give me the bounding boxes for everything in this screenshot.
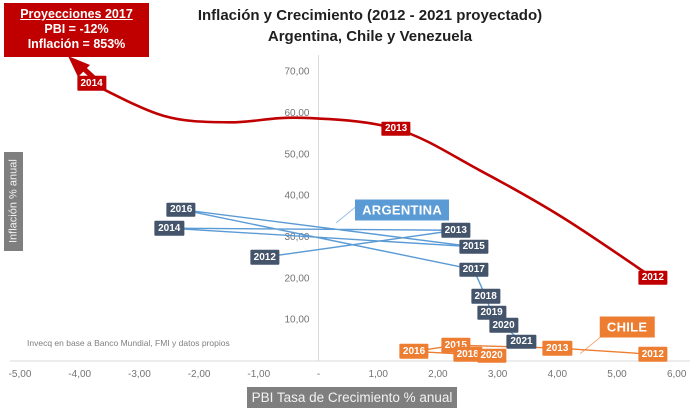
series-line-chile <box>413 344 654 357</box>
x-tick-label: 4,00 <box>548 369 568 380</box>
x-tick-label: -3,00 <box>128 369 151 380</box>
y-tick-label: 60,00 <box>284 108 309 119</box>
x-tick-label: 2,00 <box>428 369 448 380</box>
callout-leader-chile <box>579 336 602 354</box>
y-tick-label: 30,00 <box>284 232 309 243</box>
y-tick-label: 40,00 <box>284 191 309 202</box>
x-tick-label: 1,00 <box>368 369 388 380</box>
y-axis-title: Inflación % anual <box>4 152 23 251</box>
source-note: Invecq en base a Banco Mundial, FMI y da… <box>27 338 230 348</box>
projection-callout-inflacion: Inflación = 853% <box>27 37 126 51</box>
x-tick-label: 3,00 <box>488 369 508 380</box>
y-tick-label: 10,00 <box>284 315 309 326</box>
projection-callout: Proyecciones 2017 PBI = -12% Inflación =… <box>4 3 149 57</box>
x-tick-label: - <box>317 369 320 380</box>
chart-title-line2: Argentina, Chile y Venezuela <box>267 28 473 45</box>
x-tick-label: -2,00 <box>188 369 211 380</box>
y-tick-label: 20,00 <box>284 273 309 284</box>
callout-leader-argentina <box>335 203 360 224</box>
x-tick-label: 6,00 <box>667 369 687 380</box>
series-line-argentina <box>168 208 523 343</box>
projection-callout-pbi: PBI = -12% <box>44 22 109 36</box>
x-tick-label: 5,00 <box>607 369 627 380</box>
projection-arrow-head-icon <box>68 56 90 77</box>
chart-title-line1: Inflación y Crecimiento (2012 - 2021 pro… <box>197 7 543 24</box>
x-tick-label: -4,00 <box>68 369 91 380</box>
x-tick-label: -1,00 <box>247 369 270 380</box>
y-tick-label: 50,00 <box>284 149 309 160</box>
series-line-venezuela <box>90 82 655 280</box>
x-axis-title: PBI Tasa de Crecimiento % anual <box>247 387 457 408</box>
y-tick-label: 70,00 <box>284 67 309 78</box>
x-tick-label: -5,00 <box>9 369 32 380</box>
projection-callout-heading: Proyecciones 2017 <box>20 7 133 21</box>
